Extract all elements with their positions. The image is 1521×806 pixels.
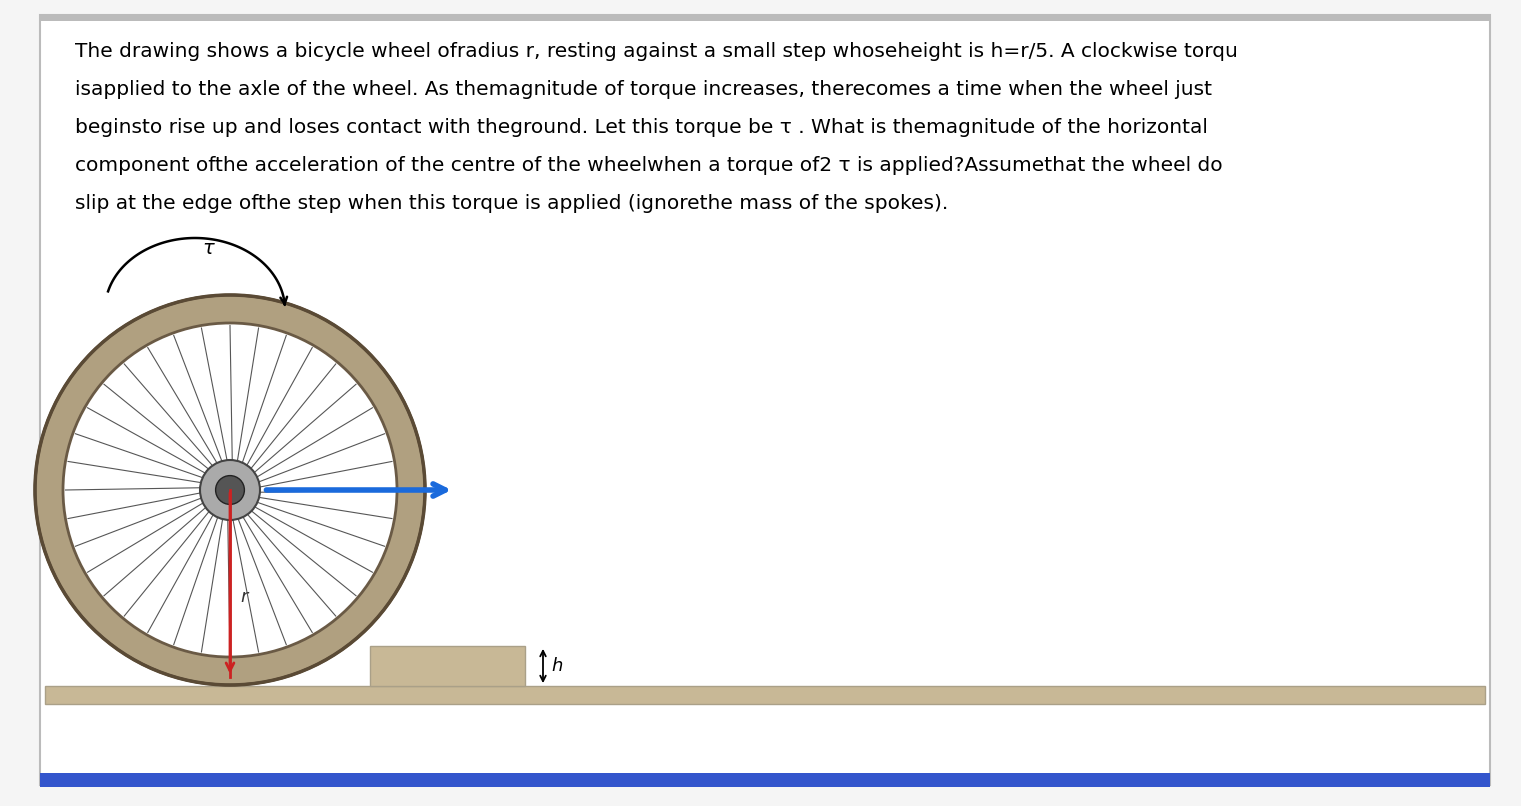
- Bar: [370, 646, 525, 686]
- Bar: [40, 15, 1491, 21]
- Text: τ: τ: [202, 239, 214, 258]
- Circle shape: [216, 476, 245, 505]
- Bar: [46, 686, 1484, 704]
- Circle shape: [62, 323, 397, 657]
- Circle shape: [199, 460, 260, 520]
- Text: r: r: [240, 588, 248, 606]
- Text: The drawing shows a bicycle wheel ofradius r, resting against a small step whose: The drawing shows a bicycle wheel ofradi…: [75, 42, 1238, 61]
- Bar: [40, 773, 1491, 787]
- Text: slip at the edge ofthe step when this torque is applied (ignorethe mass of the s: slip at the edge ofthe step when this to…: [75, 194, 948, 213]
- Circle shape: [35, 295, 424, 685]
- Text: beginsto rise up and loses contact with theground. Let this torque be τ . What i: beginsto rise up and loses contact with …: [75, 118, 1208, 137]
- Text: h: h: [551, 657, 563, 675]
- Text: component ofthe acceleration of the centre of the wheelwhen a torque of2 τ is ap: component ofthe acceleration of the cent…: [75, 156, 1223, 175]
- Text: isapplied to the axle of the wheel. As themagnitude of torque increases, thereco: isapplied to the axle of the wheel. As t…: [75, 80, 1212, 99]
